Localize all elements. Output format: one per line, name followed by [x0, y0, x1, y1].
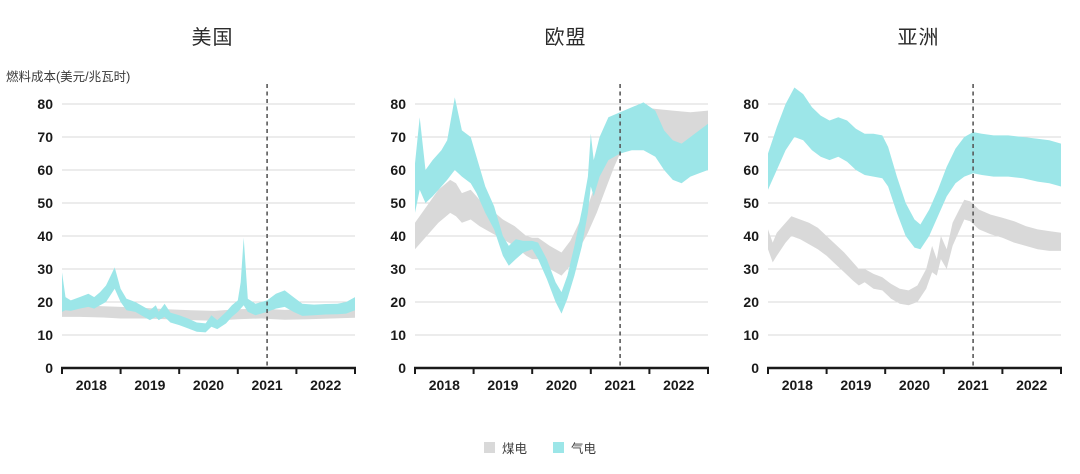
- y-tick-label-50: 50: [37, 195, 53, 211]
- chart-canvas-us: 0 10 20 30 40 50 60 70 80 2018 2019 2020 2021 2022: [37, 84, 356, 393]
- x-tick-label-2021: 2021: [605, 377, 636, 393]
- y-tick-label-80: 80: [37, 96, 53, 112]
- y-tick-label-50: 50: [390, 195, 406, 211]
- legend-label-coal: 煤电: [501, 442, 527, 456]
- chart-title-us: 美国: [191, 27, 234, 49]
- x-tick-label-2021: 2021: [958, 377, 989, 393]
- y-tick-label-80: 80: [743, 96, 759, 112]
- legend-item-coal: 煤电: [483, 438, 527, 457]
- y-tick-label-0: 0: [398, 360, 406, 376]
- chart-eu: 欧盟 0 10 20 30 40 50 60 70 80 2018 2019 2020 2021 2022: [363, 18, 716, 410]
- x-tick-label-2019: 2019: [487, 377, 518, 393]
- legend-swatch-gas: [553, 442, 564, 453]
- y-tick-label-40: 40: [390, 228, 406, 244]
- y-tick-label-20: 20: [743, 294, 759, 310]
- x-tick-label-2022: 2022: [663, 377, 694, 393]
- chart-us: 美国 0 10 20 30 40 50 60 70 80 2018 2019 2020 2021 2022: [10, 18, 363, 410]
- y-tick-label-0: 0: [45, 360, 53, 376]
- chart-asia: 亚洲 0 10 20 30 40 50 60 70 80 2018 2019 2020 2021 2022: [716, 18, 1069, 410]
- chart-title-eu: 欧盟: [544, 27, 587, 49]
- x-tick-label-2020: 2020: [546, 377, 577, 393]
- y-tick-label-80: 80: [390, 96, 406, 112]
- legend-label-gas: 气电: [571, 442, 597, 456]
- x-tick-label-2018: 2018: [429, 377, 460, 393]
- band-gas-us: [62, 237, 355, 333]
- y-tick-label-30: 30: [390, 261, 406, 277]
- x-tick-label-2018: 2018: [782, 377, 813, 393]
- y-tick-label-10: 10: [37, 327, 53, 343]
- y-tick-label-60: 60: [743, 162, 759, 178]
- y-tick-label-70: 70: [743, 129, 759, 145]
- chart-canvas-eu: 0 10 20 30 40 50 60 70 80 2018 2019 2020 2021 2022: [390, 84, 709, 393]
- legend-swatch-coal: [483, 442, 495, 453]
- y-tick-label-20: 20: [390, 294, 406, 310]
- band-coal-asia: [768, 199, 1061, 306]
- y-tick-label-60: 60: [37, 162, 53, 178]
- y-tick-label-30: 30: [37, 261, 53, 277]
- x-tick-label-2022: 2022: [310, 377, 341, 393]
- x-tick-label-2020: 2020: [899, 377, 930, 393]
- band-gas-asia: [768, 87, 1061, 250]
- y-tick-label-0: 0: [751, 360, 759, 376]
- chart-title-asia: 亚洲: [897, 27, 940, 49]
- y-tick-label-20: 20: [37, 294, 53, 310]
- y-tick-label-10: 10: [390, 327, 406, 343]
- y-tick-label-50: 50: [743, 195, 759, 211]
- y-tick-label-40: 40: [37, 228, 53, 244]
- y-tick-label-60: 60: [390, 162, 406, 178]
- y-tick-label-70: 70: [37, 129, 53, 145]
- legend-item-gas: 气电: [553, 438, 596, 457]
- x-tick-label-2020: 2020: [193, 377, 224, 393]
- legend: 煤电 气电: [0, 438, 1080, 457]
- x-tick-label-2019: 2019: [134, 377, 165, 393]
- x-tick-label-2021: 2021: [252, 377, 283, 393]
- y-tick-label-30: 30: [743, 261, 759, 277]
- y-axis-title: 燃料成本(美元/兆瓦时): [6, 70, 131, 84]
- x-tick-label-2022: 2022: [1016, 377, 1047, 393]
- y-tick-label-40: 40: [743, 228, 759, 244]
- chart-canvas-asia: 0 10 20 30 40 50 60 70 80 2018 2019 2020 2021 2022: [743, 84, 1062, 393]
- x-tick-label-2019: 2019: [840, 377, 871, 393]
- x-tick-label-2018: 2018: [76, 377, 107, 393]
- band-coal-eu: [415, 107, 708, 276]
- y-tick-label-10: 10: [743, 327, 759, 343]
- y-tick-label-70: 70: [390, 129, 406, 145]
- charts-row: 美国 0 10 20 30 40 50 60 70 80 2018 2019 2020 2021 2022 欧…: [10, 18, 1069, 410]
